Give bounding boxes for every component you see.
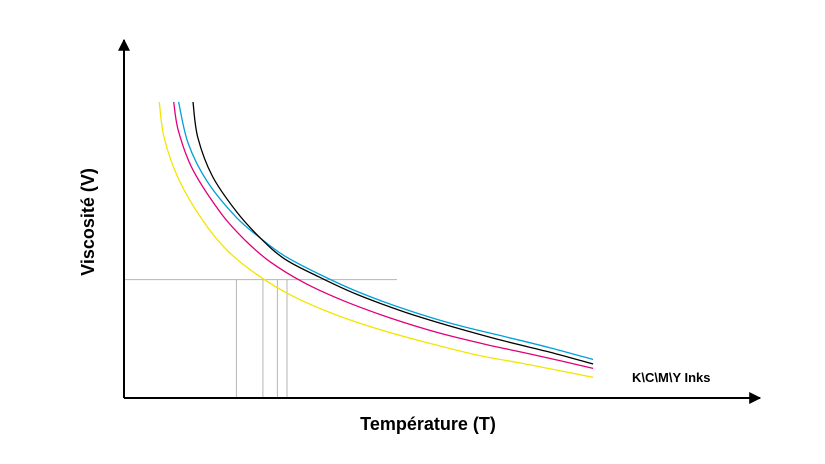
- series-lines: [158, 101, 594, 378]
- series-line: [192, 101, 594, 365]
- series-annotation: K\C\M\Y Inks: [632, 370, 711, 385]
- reference-lines: [124, 279, 397, 398]
- y-axis-label: Viscosité (V): [78, 168, 98, 276]
- x-axis-label: Température (T): [360, 414, 496, 434]
- series-line: [177, 101, 594, 361]
- series-line: [158, 101, 594, 378]
- series-line: [173, 101, 594, 370]
